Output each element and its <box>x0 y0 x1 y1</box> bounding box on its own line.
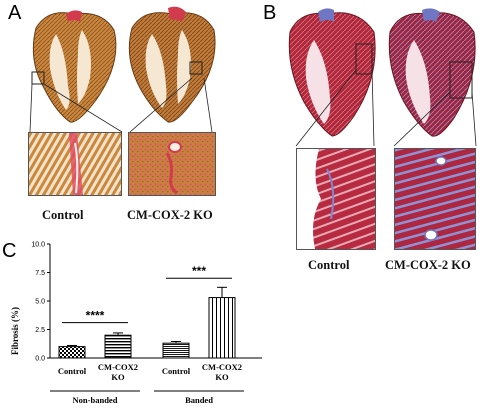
category-label: CM-COX2 KO <box>202 362 242 382</box>
panel-b-zoom-control <box>296 148 376 250</box>
bar <box>163 343 189 358</box>
panel-a-caption-control: Control <box>42 208 83 223</box>
panel-a-zoom-control <box>28 132 122 196</box>
y-tick-label: 0.0 <box>35 356 45 363</box>
panel-a-connector-lines <box>26 70 216 140</box>
category-label: CM-COX2 KO <box>98 362 138 382</box>
category-label: Control <box>58 366 87 376</box>
significance-markers: ******* <box>62 264 232 322</box>
bar <box>105 335 131 358</box>
group-label: Non-banded <box>73 395 118 405</box>
y-axis: 0.0 2.5 5.0 7.5 10.0 <box>31 242 50 363</box>
y-tick-label: 10.0 <box>31 242 45 249</box>
group-label: Banded <box>185 395 213 405</box>
panel-a-zoom-ko <box>128 132 216 196</box>
significance-label: **** <box>86 309 105 323</box>
bar <box>59 347 85 358</box>
category-label: Control <box>162 366 191 376</box>
panel-b-caption-ko: CM-COX-2 KO <box>385 258 471 273</box>
panel-a-caption-ko: CM-COX-2 KO <box>127 208 213 223</box>
bar <box>209 298 235 358</box>
fibrosis-bar-chart: Fibrosis (%) 0.02.55.07.510.0 ******* Co… <box>0 236 270 408</box>
y-tick-label: 2.5 <box>35 327 45 334</box>
panel-b-caption-control: Control <box>308 258 349 273</box>
panel-b-zoom-ko <box>394 148 476 250</box>
significance-label: *** <box>192 264 206 278</box>
group-labels: Non-banded Banded <box>50 391 244 405</box>
y-tick-label: 5.0 <box>35 299 45 306</box>
panel-b-letter: B <box>263 2 276 25</box>
y-tick-label: 7.5 <box>35 270 45 277</box>
y-axis-label: Fibrosis (%) <box>10 307 20 355</box>
panel-a-letter: A <box>8 2 21 25</box>
panel-b-connector-lines <box>290 70 486 150</box>
category-labels: Control CM-COX2 KO Control CM-COX2 KO <box>58 362 242 382</box>
